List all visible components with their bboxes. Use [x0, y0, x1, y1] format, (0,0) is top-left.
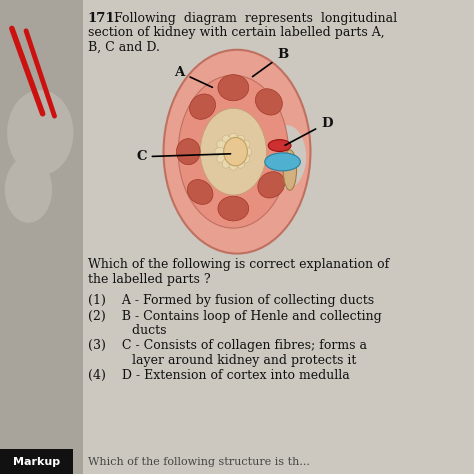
- Text: ducts: ducts: [88, 324, 166, 337]
- Ellipse shape: [176, 138, 200, 165]
- Ellipse shape: [7, 90, 73, 175]
- Ellipse shape: [215, 147, 225, 156]
- Ellipse shape: [178, 75, 288, 228]
- Ellipse shape: [218, 196, 249, 221]
- Text: B, C and D.: B, C and D.: [88, 40, 160, 53]
- Text: A: A: [174, 66, 212, 87]
- Text: Following  diagram  represents  longitudinal: Following diagram represents longitudina…: [114, 12, 397, 25]
- Ellipse shape: [222, 135, 231, 145]
- Text: section of kidney with certain labelled parts A,: section of kidney with certain labelled …: [88, 26, 384, 39]
- FancyBboxPatch shape: [0, 449, 73, 474]
- Ellipse shape: [240, 154, 250, 163]
- Ellipse shape: [187, 180, 213, 204]
- Ellipse shape: [240, 140, 250, 150]
- Ellipse shape: [229, 133, 237, 144]
- Text: D: D: [285, 117, 332, 145]
- Bar: [0, 0, 83, 474]
- Text: (1)    A - Formed by fusion of collecting ducts: (1) A - Formed by fusion of collecting d…: [88, 294, 374, 307]
- Text: 171.: 171.: [88, 12, 120, 25]
- Text: Which of the following is correct explanation of: Which of the following is correct explan…: [88, 258, 389, 271]
- Text: C: C: [136, 150, 230, 163]
- Ellipse shape: [200, 109, 266, 195]
- Ellipse shape: [241, 147, 252, 156]
- Text: (2)    B - Contains loop of Henle and collecting: (2) B - Contains loop of Henle and colle…: [88, 310, 382, 322]
- Ellipse shape: [5, 156, 52, 223]
- Text: (4)    D - Extension of cortex into medulla: (4) D - Extension of cortex into medulla: [88, 369, 349, 382]
- Ellipse shape: [236, 158, 245, 168]
- Text: Which of the following structure is th...: Which of the following structure is th..…: [88, 457, 310, 467]
- Ellipse shape: [229, 160, 237, 170]
- Text: Markup: Markup: [13, 456, 61, 467]
- Ellipse shape: [265, 153, 301, 171]
- Ellipse shape: [268, 140, 291, 152]
- Ellipse shape: [218, 74, 249, 101]
- Ellipse shape: [283, 150, 297, 190]
- Ellipse shape: [268, 125, 306, 188]
- Ellipse shape: [217, 154, 227, 163]
- Ellipse shape: [224, 137, 247, 166]
- Ellipse shape: [255, 89, 283, 115]
- Ellipse shape: [190, 94, 216, 119]
- Ellipse shape: [222, 158, 231, 168]
- Ellipse shape: [236, 135, 245, 145]
- Text: (3)    C - Consists of collagen fibres; forms a: (3) C - Consists of collagen fibres; for…: [88, 339, 367, 352]
- Ellipse shape: [164, 50, 310, 254]
- Text: layer around kidney and protects it: layer around kidney and protects it: [88, 354, 356, 366]
- Ellipse shape: [217, 140, 227, 150]
- Ellipse shape: [258, 172, 285, 198]
- Text: B: B: [253, 48, 288, 77]
- Text: the labelled parts ?: the labelled parts ?: [88, 273, 210, 286]
